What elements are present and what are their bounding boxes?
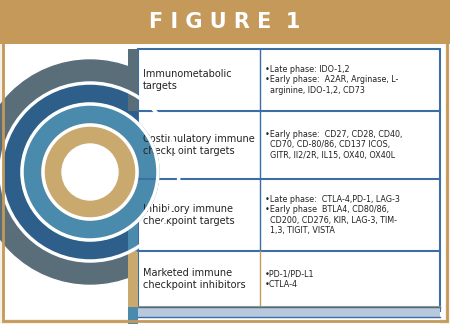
FancyBboxPatch shape bbox=[128, 307, 138, 317]
Circle shape bbox=[62, 144, 118, 200]
Text: Inhibitory immune
checkpoint targets: Inhibitory immune checkpoint targets bbox=[143, 204, 234, 226]
Text: Immunometabolic
targets: Immunometabolic targets bbox=[143, 69, 232, 91]
FancyBboxPatch shape bbox=[0, 0, 450, 44]
Text: Marketed immune
checkpoint inhibitors: Marketed immune checkpoint inhibitors bbox=[143, 268, 246, 290]
Circle shape bbox=[42, 124, 138, 220]
Circle shape bbox=[21, 103, 159, 241]
FancyBboxPatch shape bbox=[128, 179, 138, 251]
FancyBboxPatch shape bbox=[128, 251, 138, 307]
FancyBboxPatch shape bbox=[5, 44, 445, 319]
FancyBboxPatch shape bbox=[128, 111, 138, 179]
Text: F I G U R E  1: F I G U R E 1 bbox=[149, 12, 301, 32]
Circle shape bbox=[0, 60, 202, 284]
Circle shape bbox=[0, 82, 180, 262]
Text: •PD-1/PD-L1
•CTLA-4: •PD-1/PD-L1 •CTLA-4 bbox=[265, 269, 315, 289]
Text: •Late phase: IDO-1,2
•Early phase:  A2AR, Arginase, L-
  arginine, IDO-1,2, CD73: •Late phase: IDO-1,2 •Early phase: A2AR,… bbox=[265, 65, 398, 95]
Text: •Early phase:  CD27, CD28, CD40,
  CD70, CD-80/86, CD137 ICOS,
  GITR, Il2/2R, I: •Early phase: CD27, CD28, CD40, CD70, CD… bbox=[265, 130, 402, 160]
FancyBboxPatch shape bbox=[128, 49, 138, 111]
FancyBboxPatch shape bbox=[138, 307, 440, 317]
Text: •Late phase:  CTLA-4,PD-1, LAG-3
•Early phase  BTLA4, CD80/86,
  CD200, CD276, K: •Late phase: CTLA-4,PD-1, LAG-3 •Early p… bbox=[265, 195, 400, 235]
FancyBboxPatch shape bbox=[138, 317, 440, 324]
Text: Costimulatory immune
checkpoint targets: Costimulatory immune checkpoint targets bbox=[143, 134, 255, 156]
FancyBboxPatch shape bbox=[138, 49, 440, 311]
FancyBboxPatch shape bbox=[128, 317, 138, 324]
